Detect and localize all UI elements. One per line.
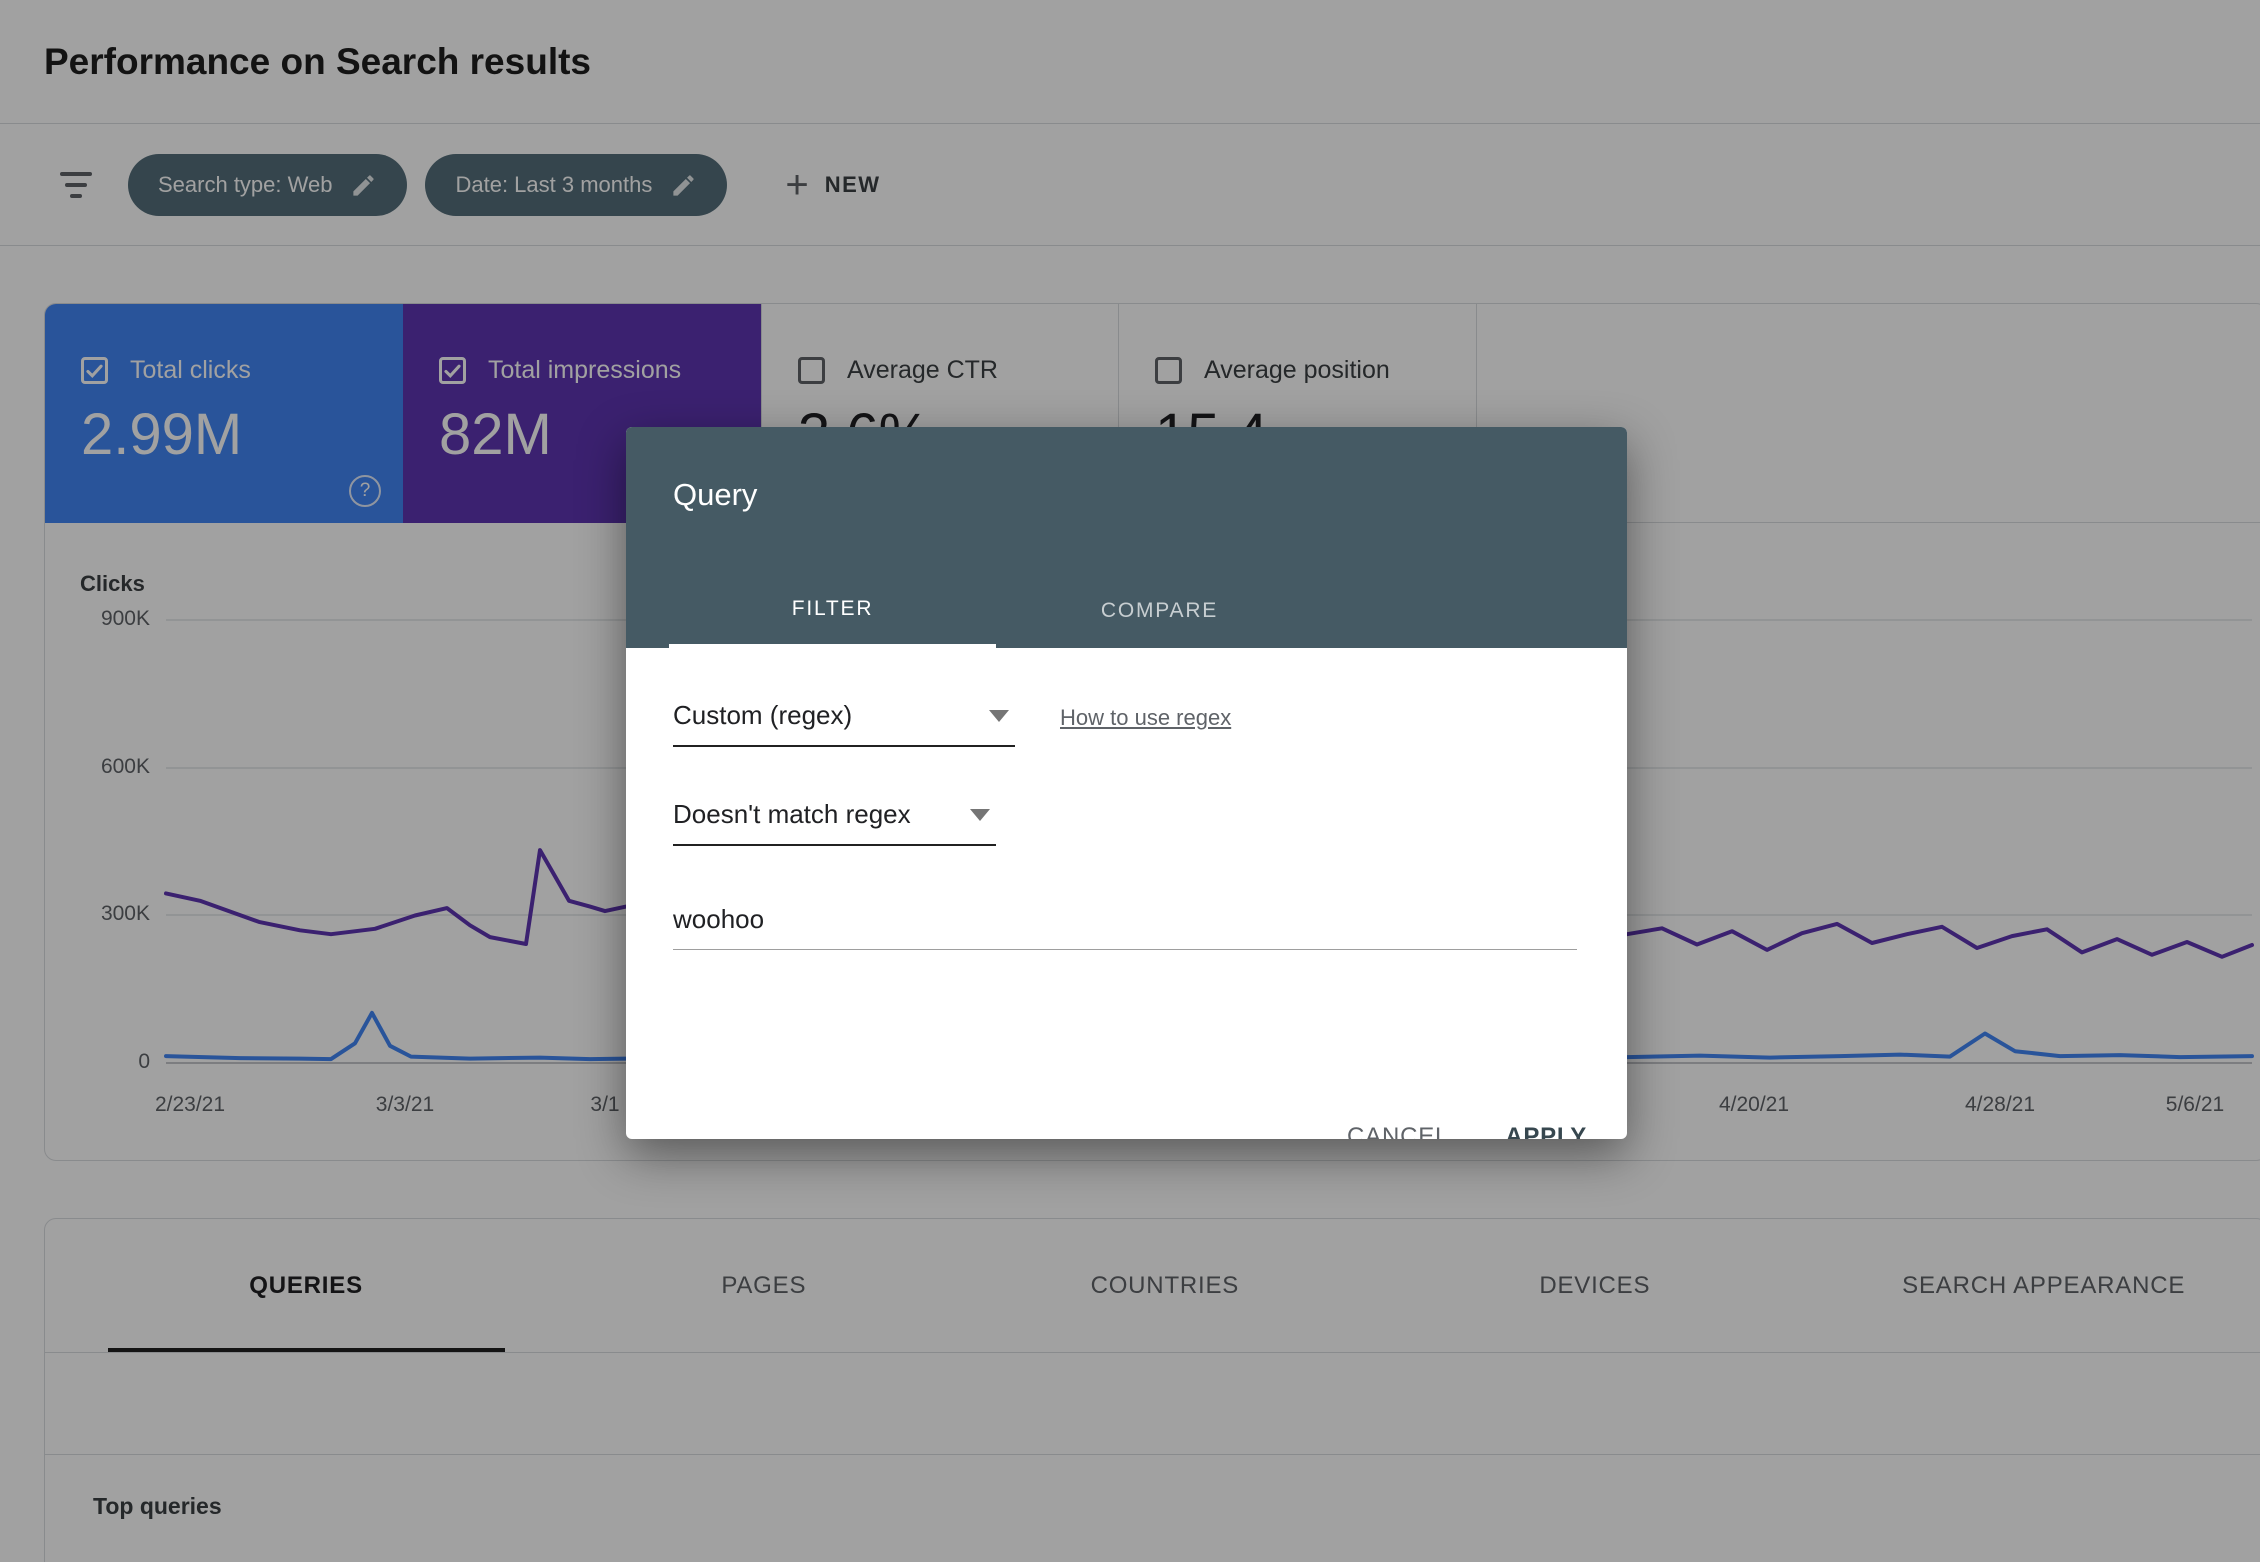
metric-checkbox[interactable] bbox=[1155, 357, 1182, 384]
query-filter-dialog: Query FILTER COMPARE Custom (regex) How t… bbox=[626, 427, 1627, 1139]
filter-bar: Search type: Web Date: Last 3 months + NE… bbox=[0, 125, 2260, 246]
metrics-row: Total clicks 2.99M? Total impressions 82M Av… bbox=[45, 304, 2260, 523]
filter-chip[interactable]: Date: Last 3 months bbox=[425, 154, 728, 216]
metric-card-total-clicks[interactable]: Total clicks 2.99M? bbox=[45, 304, 403, 523]
metric-label: Average CTR bbox=[847, 356, 998, 384]
match-mode-value: Doesn't match regex bbox=[673, 799, 911, 829]
check-icon bbox=[444, 364, 461, 378]
filter-list-icon[interactable] bbox=[58, 170, 94, 200]
regex-help-link[interactable]: How to use regex bbox=[1060, 705, 1232, 730]
regex-value-input[interactable] bbox=[673, 904, 1577, 935]
pencil-icon[interactable] bbox=[670, 172, 697, 199]
tab-label: PAGES bbox=[721, 1271, 807, 1299]
metric-checkbox[interactable] bbox=[439, 357, 466, 384]
tab-label: QUERIES bbox=[249, 1271, 363, 1299]
tab-search-appearance[interactable]: SEARCH APPEARANCE bbox=[1820, 1219, 2260, 1352]
series-total-impressions bbox=[164, 848, 628, 946]
new-filter-button[interactable]: + NEW bbox=[785, 165, 880, 205]
dropdown-arrow-icon bbox=[970, 809, 990, 821]
tab-countries[interactable]: COUNTRIES bbox=[960, 1219, 1369, 1352]
dialog-body: Custom (regex) How to use regex Doesn't … bbox=[626, 700, 1627, 1139]
dropdown-arrow-icon bbox=[989, 710, 1009, 722]
metrics-filler bbox=[1477, 304, 2260, 523]
metric-label: Total impressions bbox=[488, 356, 682, 384]
metric-value: 2.99M bbox=[81, 402, 243, 467]
filter-type-value: Custom (regex) bbox=[673, 700, 853, 730]
dialog-tab-compare[interactable]: COMPARE bbox=[996, 574, 1323, 648]
dialog-header: Query FILTER COMPARE bbox=[626, 427, 1627, 648]
metric-checkbox[interactable] bbox=[798, 357, 825, 384]
series-total-clicks bbox=[164, 1010, 628, 1062]
dialog-actions: CANCEL APPLY bbox=[1347, 1123, 1587, 1139]
metric-value: 82M bbox=[439, 402, 552, 467]
series-total-clicks bbox=[1625, 1031, 2254, 1060]
check-icon bbox=[86, 364, 103, 378]
table-title: Top queries bbox=[93, 1493, 222, 1519]
chip-label: Date: Last 3 months bbox=[455, 172, 653, 197]
table-toolbar bbox=[45, 1353, 2260, 1455]
series-total-impressions bbox=[1625, 921, 2254, 959]
regex-input-wrapper bbox=[673, 904, 1577, 950]
filter-type-select[interactable]: Custom (regex) bbox=[673, 700, 1015, 747]
metric-checkbox[interactable] bbox=[81, 357, 108, 384]
filter-chip[interactable]: Search type: Web bbox=[128, 154, 408, 216]
tab-queries[interactable]: QUERIES bbox=[45, 1219, 567, 1352]
help-icon[interactable]: ? bbox=[349, 475, 381, 507]
tab-label: COUNTRIES bbox=[1090, 1271, 1240, 1299]
top-bar: Performance on Search results bbox=[0, 0, 2260, 124]
dimension-tab-bar: QUERIES PAGES COUNTRIES DEVICES SEARCH APPEA… bbox=[45, 1219, 2260, 1353]
plus-icon: + bbox=[785, 163, 809, 207]
metric-label: Total clicks bbox=[130, 356, 251, 384]
apply-button[interactable]: APPLY bbox=[1505, 1123, 1587, 1139]
tab-label: SEARCH APPEARANCE bbox=[1902, 1271, 2186, 1299]
dimensions-table-card: QUERIES PAGES COUNTRIES DEVICES SEARCH APPEA… bbox=[44, 1218, 2260, 1562]
filter-chip-row: Search type: Web Date: Last 3 months bbox=[128, 154, 745, 216]
tab-pages[interactable]: PAGES bbox=[567, 1219, 960, 1352]
cancel-button[interactable]: CANCEL bbox=[1347, 1123, 1450, 1139]
page-title: Performance on Search results bbox=[44, 40, 591, 82]
match-mode-select[interactable]: Doesn't match regex bbox=[673, 799, 996, 846]
new-filter-label: NEW bbox=[824, 172, 881, 197]
chip-label: Search type: Web bbox=[158, 172, 333, 197]
dialog-tab-filter[interactable]: FILTER bbox=[669, 574, 996, 648]
dialog-tab-bar: FILTER COMPARE bbox=[669, 574, 1323, 648]
tab-devices[interactable]: DEVICES bbox=[1369, 1219, 1820, 1352]
pencil-icon[interactable] bbox=[350, 172, 377, 199]
dialog-tab-label: COMPARE bbox=[1100, 599, 1219, 622]
metric-label: Average position bbox=[1204, 356, 1390, 384]
dialog-tab-label: FILTER bbox=[791, 597, 874, 620]
tab-label: DEVICES bbox=[1539, 1271, 1651, 1299]
dialog-title: Query bbox=[673, 477, 758, 512]
